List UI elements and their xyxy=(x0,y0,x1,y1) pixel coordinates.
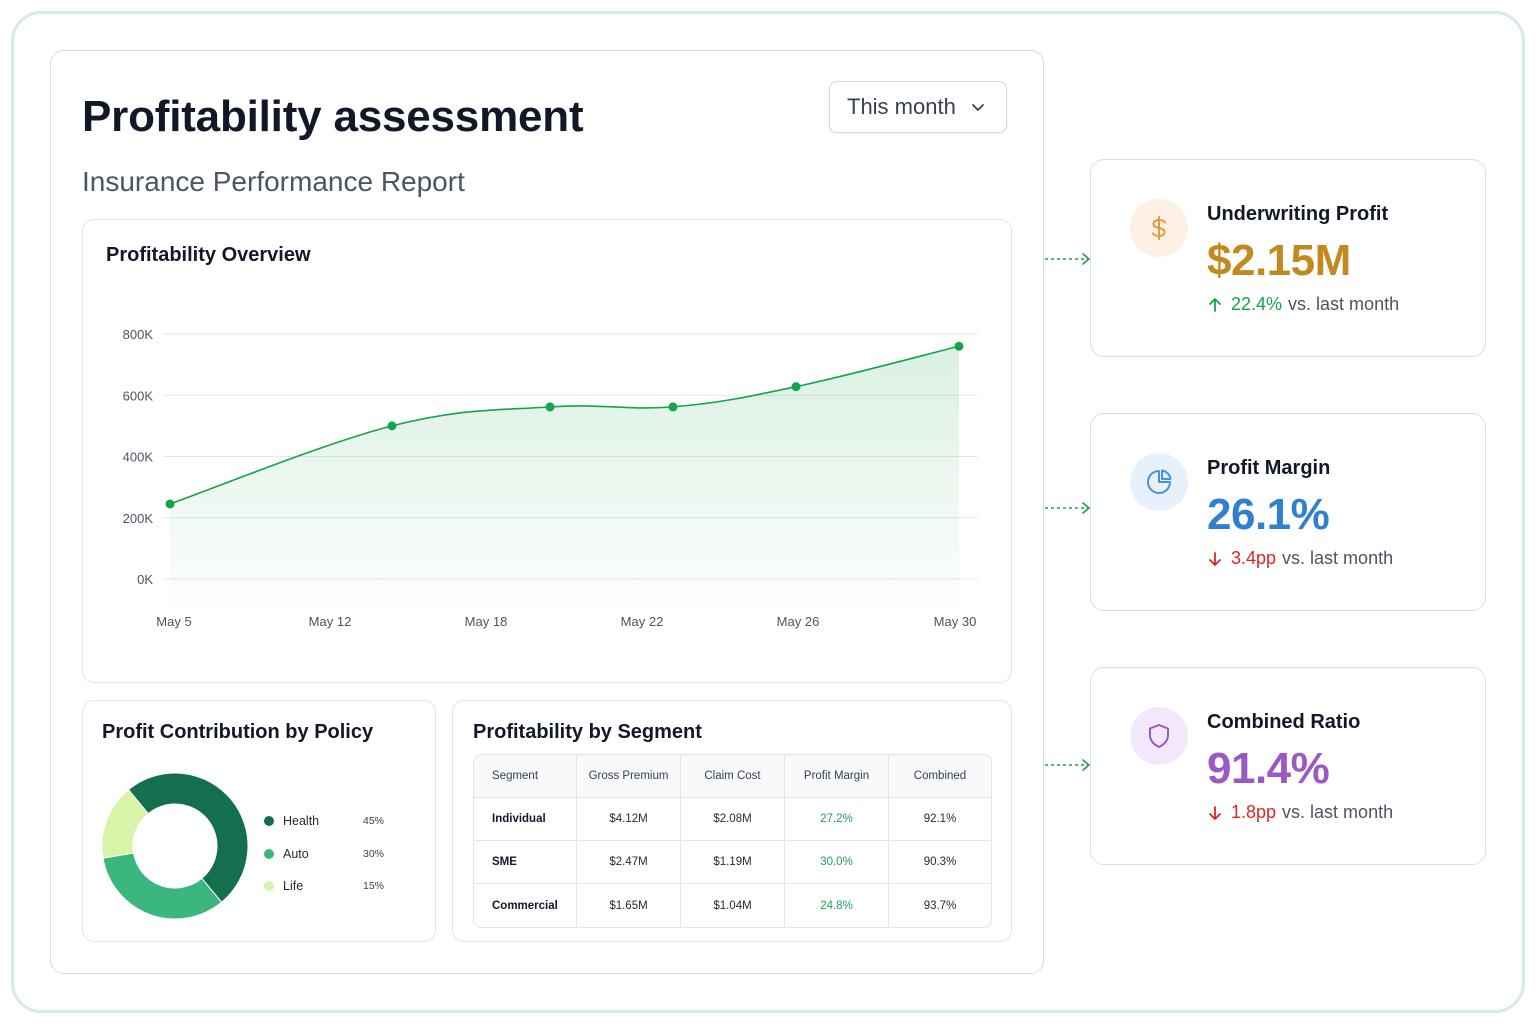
table-cell: 30.0% xyxy=(785,841,889,884)
connector-arrow xyxy=(1045,502,1090,514)
shield-icon xyxy=(1130,707,1188,765)
table-cell: 90.3% xyxy=(889,841,991,884)
table-cell: $2.47M xyxy=(577,841,681,884)
table-cell: $4.12M xyxy=(577,798,681,841)
kpi-delta: 1.8pp xyxy=(1231,802,1277,822)
legend-label: Life xyxy=(283,879,304,894)
kpi-card-combined-ratio[interactable]: Combined Ratio 91.4% 1.8pp vs. last mont… xyxy=(1090,667,1486,865)
pie-chart-icon xyxy=(1130,453,1188,511)
table-cell: 24.8% xyxy=(785,884,889,927)
table-cell: Individual xyxy=(474,798,577,841)
legend-value: 15% xyxy=(363,880,385,893)
donut-slice-auto[interactable] xyxy=(102,852,223,920)
policy-title: Profit Contribution by Policy xyxy=(102,721,374,743)
legend-dot xyxy=(264,848,274,859)
kpi-label: Underwriting Profit xyxy=(1207,203,1389,225)
connector-arrow xyxy=(1045,759,1090,771)
connector-arrow xyxy=(1045,253,1090,265)
column-header[interactable]: Gross Premium xyxy=(577,755,681,798)
table-cell: $2.08M xyxy=(681,798,785,841)
donut-slice-life[interactable] xyxy=(101,789,149,859)
kpi-label: Profit Margin xyxy=(1207,457,1331,479)
kpi-delta-suffix: vs. last month xyxy=(1288,294,1400,314)
arrow-down-icon xyxy=(1209,805,1221,820)
legend-label: Auto xyxy=(283,846,309,861)
table-cell: $1.65M xyxy=(577,884,681,927)
dollar-icon xyxy=(1130,199,1188,257)
table-cell: $1.04M xyxy=(681,884,785,927)
column-header[interactable]: Segment xyxy=(474,755,577,798)
segment-title: Profitability by Segment xyxy=(473,721,702,743)
policy-legend: Health 45% Auto 30% Life 15% xyxy=(264,805,404,903)
table-row[interactable]: Commercial $1.65M $1.04M 24.8% 93.7% xyxy=(474,884,991,927)
legend-value: 45% xyxy=(363,815,385,828)
period-select-value: This month xyxy=(847,94,956,119)
overview-title: Profitability Overview xyxy=(106,244,311,266)
overview-panel: Profitability Overview xyxy=(82,219,1012,683)
chevron-down-icon xyxy=(971,104,984,111)
legend-label: Health xyxy=(283,814,320,829)
legend-dot xyxy=(264,816,274,827)
kpi-delta-suffix: vs. last month xyxy=(1282,548,1394,568)
kpi-delta-suffix: vs. last month xyxy=(1282,802,1394,822)
kpi-card-underwriting-profit[interactable]: Underwriting Profit $2.15M 22.4% vs. las… xyxy=(1090,159,1486,357)
kpi-delta: 22.4% xyxy=(1231,294,1283,314)
column-header[interactable]: Combined xyxy=(889,755,991,798)
table-cell: 27.2% xyxy=(785,798,889,841)
kpi-change: 1.8pp vs. last month xyxy=(1207,802,1393,823)
page-title: Profitability assessment xyxy=(82,92,584,141)
segment-table: Segment Gross Premium Claim Cost Profit … xyxy=(473,754,992,928)
legend-item-health: Health 45% xyxy=(264,805,404,838)
column-header[interactable]: Profit Margin xyxy=(785,755,889,798)
table-cell: $1.19M xyxy=(681,841,785,884)
legend-value: 30% xyxy=(363,847,385,860)
kpi-change: 3.4pp vs. last month xyxy=(1207,548,1393,569)
donut-slice-health[interactable] xyxy=(127,772,249,903)
table-cell: Commercial xyxy=(474,884,577,927)
segment-panel: Profitability by Segment xyxy=(452,700,1012,942)
kpi-value: 26.1% xyxy=(1207,490,1330,539)
arrow-up-icon xyxy=(1209,297,1221,312)
policy-donut-chart xyxy=(101,772,249,920)
arrow-down-icon xyxy=(1209,551,1221,566)
kpi-value: $2.15M xyxy=(1207,236,1351,285)
table-row[interactable]: SME $2.47M $1.19M 30.0% 90.3% xyxy=(474,841,991,884)
kpi-delta: 3.4pp xyxy=(1231,548,1277,568)
kpi-change: 22.4% vs. last month xyxy=(1207,294,1399,315)
kpi-card-profit-margin[interactable]: Profit Margin 26.1% 3.4pp vs. last month xyxy=(1090,413,1486,611)
kpi-label: Combined Ratio xyxy=(1207,711,1361,733)
column-header[interactable]: Claim Cost xyxy=(681,755,785,798)
table-cell: 93.7% xyxy=(923,899,957,912)
table-cell: 92.1% xyxy=(889,798,991,841)
table-row[interactable]: Individual $4.12M $2.08M 27.2% 92.1% xyxy=(474,798,991,841)
page-subtitle: Insurance Performance Report xyxy=(82,166,465,197)
legend-item-auto: Auto 30% xyxy=(264,838,404,871)
legend-item-life: Life 15% xyxy=(264,870,404,903)
legend-dot xyxy=(264,881,274,892)
table-cell: SME xyxy=(474,841,577,884)
period-select[interactable]: This month xyxy=(829,81,1007,133)
kpi-value: 91.4% xyxy=(1207,744,1330,793)
table-header-row: Segment Gross Premium Claim Cost Profit … xyxy=(474,755,991,798)
